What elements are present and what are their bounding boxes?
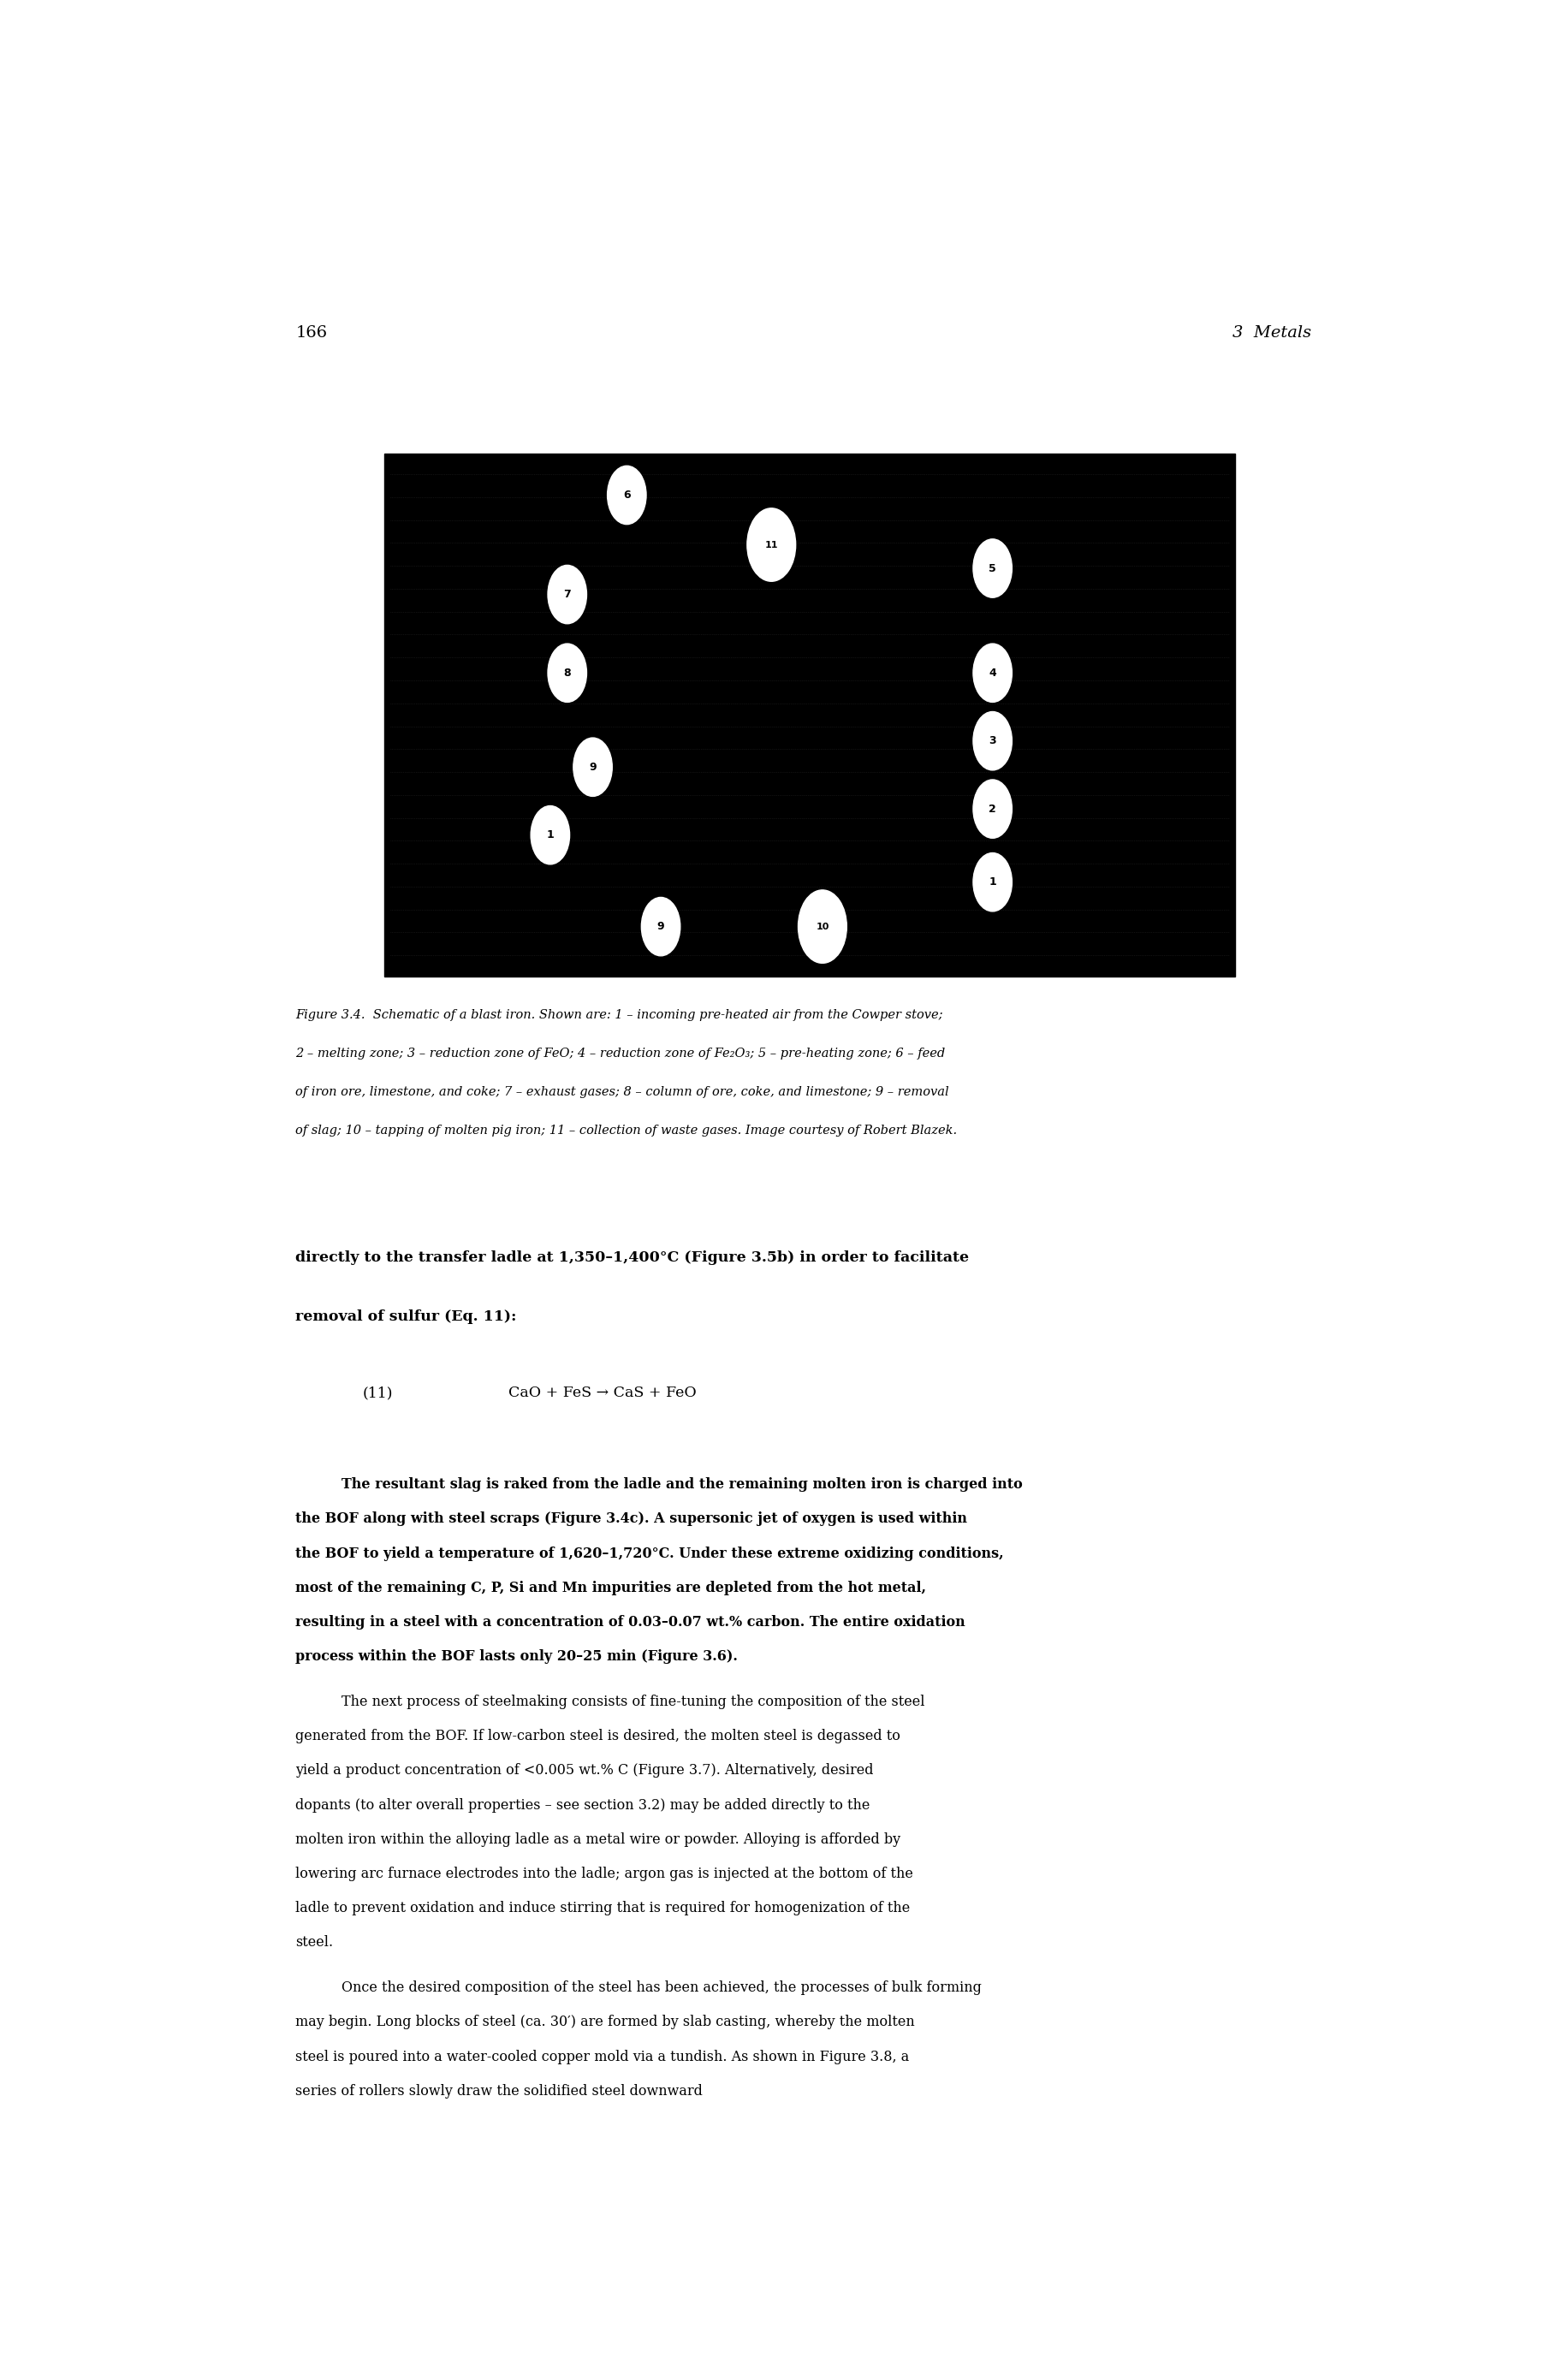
Circle shape — [974, 644, 1011, 703]
Text: of slag; 10 – tapping of molten pig iron; 11 – collection of waste gases. Image : of slag; 10 – tapping of molten pig iron… — [296, 1123, 958, 1135]
Text: directly to the transfer ladle at 1,350–1,400°C (Figure 3.5b) in order to facili: directly to the transfer ladle at 1,350–… — [296, 1252, 969, 1266]
Text: 10: 10 — [815, 922, 829, 931]
Text: steel is poured into a water-cooled copper mold via a tundish. As shown in Figur: steel is poured into a water-cooled copp… — [296, 2050, 909, 2064]
Text: 8: 8 — [563, 667, 571, 679]
Text: The resultant slag is raked from the ladle and the remaining molten iron is char: The resultant slag is raked from the lad… — [342, 1477, 1022, 1492]
Text: 166: 166 — [296, 325, 328, 340]
Text: 3  Metals: 3 Metals — [1232, 325, 1311, 340]
Text: steel.: steel. — [296, 1936, 334, 1950]
Text: Figure 3.4.  Schematic of a blast iron. Shown are: 1 – incoming pre-heated air f: Figure 3.4. Schematic of a blast iron. S… — [296, 1009, 942, 1021]
Circle shape — [746, 508, 795, 582]
Text: 2 – melting zone; 3 – reduction zone of FeO; 4 – reduction zone of Fe₂O₃; 5 – pr: 2 – melting zone; 3 – reduction zone of … — [296, 1047, 946, 1059]
Bar — [384, 454, 1236, 976]
Text: of iron ore, limestone, and coke; 7 – exhaust gases; 8 – column of ore, coke, an: of iron ore, limestone, and coke; 7 – ex… — [296, 1085, 949, 1097]
Text: the BOF to yield a temperature of 1,620–1,720°C. Under these extreme oxidizing c: the BOF to yield a temperature of 1,620–… — [296, 1546, 1004, 1560]
Text: Once the desired composition of the steel has been achieved, the processes of bu: Once the desired composition of the stee… — [342, 1981, 982, 1995]
Circle shape — [798, 891, 847, 964]
Text: most of the remaining C, P, Si and Mn impurities are depleted from the hot metal: most of the remaining C, P, Si and Mn im… — [296, 1579, 927, 1596]
Text: CaO + FeS → CaS + FeO: CaO + FeS → CaS + FeO — [508, 1387, 696, 1401]
Circle shape — [974, 712, 1011, 770]
Text: 6: 6 — [622, 489, 630, 501]
Text: 3: 3 — [989, 736, 996, 746]
Circle shape — [974, 539, 1011, 599]
Text: resulting in a steel with a concentration of 0.03–0.07 wt.% carbon. The entire o: resulting in a steel with a concentratio… — [296, 1615, 966, 1629]
Circle shape — [532, 805, 569, 864]
Text: lowering arc furnace electrodes into the ladle; argon gas is injected at the bot: lowering arc furnace electrodes into the… — [296, 1867, 914, 1881]
Text: 2: 2 — [989, 803, 996, 815]
Text: (11): (11) — [362, 1387, 394, 1401]
Text: the BOF along with steel scraps (Figure 3.4c). A supersonic jet of oxygen is use: the BOF along with steel scraps (Figure … — [296, 1513, 967, 1527]
Text: molten iron within the alloying ladle as a metal wire or powder. Alloying is aff: molten iron within the alloying ladle as… — [296, 1831, 902, 1848]
Text: ladle to prevent oxidation and induce stirring that is required for homogenizati: ladle to prevent oxidation and induce st… — [296, 1900, 911, 1914]
Text: may begin. Long blocks of steel (ca. 30′) are formed by slab casting, whereby th: may begin. Long blocks of steel (ca. 30′… — [296, 2014, 916, 2031]
Circle shape — [547, 644, 586, 703]
Text: 5: 5 — [989, 563, 996, 575]
Text: series of rollers slowly draw the solidified steel downward: series of rollers slowly draw the solidi… — [296, 2083, 702, 2097]
Circle shape — [641, 898, 681, 955]
Text: 9: 9 — [657, 922, 665, 931]
Circle shape — [547, 565, 586, 625]
Text: 4: 4 — [989, 667, 996, 679]
Circle shape — [974, 853, 1011, 912]
Text: dopants (to alter overall properties – see section 3.2) may be added directly to: dopants (to alter overall properties – s… — [296, 1798, 870, 1812]
Text: removal of sulfur (Eq. 11):: removal of sulfur (Eq. 11): — [296, 1309, 517, 1323]
Circle shape — [607, 466, 646, 525]
Text: 1: 1 — [547, 829, 554, 841]
Text: 7: 7 — [563, 589, 571, 601]
Text: 9: 9 — [590, 762, 596, 772]
Circle shape — [974, 779, 1011, 838]
Text: 11: 11 — [765, 542, 778, 549]
Circle shape — [574, 739, 612, 796]
Text: process within the BOF lasts only 20–25 min (Figure 3.6).: process within the BOF lasts only 20–25 … — [296, 1648, 739, 1665]
Text: 1: 1 — [989, 876, 996, 888]
Text: generated from the BOF. If low-carbon steel is desired, the molten steel is dega: generated from the BOF. If low-carbon st… — [296, 1729, 900, 1743]
Text: The next process of steelmaking consists of fine-tuning the composition of the s: The next process of steelmaking consists… — [342, 1696, 925, 1710]
Text: yield a product concentration of <0.005 wt.% C (Figure 3.7). Alternatively, desi: yield a product concentration of <0.005 … — [296, 1762, 873, 1779]
